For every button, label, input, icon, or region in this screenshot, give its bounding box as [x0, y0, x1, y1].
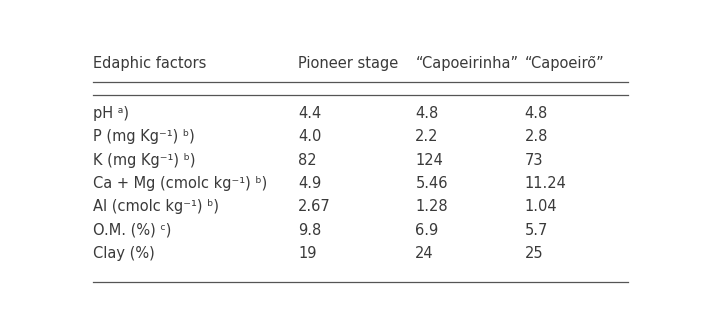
Text: 19: 19	[298, 246, 317, 261]
Text: 9.8: 9.8	[298, 223, 321, 238]
Text: 2.8: 2.8	[524, 129, 548, 144]
Text: “Capoeirinha”: “Capoeirinha”	[415, 56, 518, 71]
Text: 4.8: 4.8	[415, 106, 439, 121]
Text: 2.2: 2.2	[415, 129, 439, 144]
Text: 1.04: 1.04	[524, 199, 557, 214]
Text: 5.46: 5.46	[415, 176, 448, 191]
Text: 5.7: 5.7	[524, 223, 548, 238]
Text: 4.0: 4.0	[298, 129, 322, 144]
Text: P (mg Kg⁻¹) ᵇ): P (mg Kg⁻¹) ᵇ)	[94, 129, 195, 144]
Text: 124: 124	[415, 153, 444, 168]
Text: 4.9: 4.9	[298, 176, 321, 191]
Text: Edaphic factors: Edaphic factors	[94, 56, 207, 71]
Text: O.M. (%) ᶜ): O.M. (%) ᶜ)	[94, 223, 172, 238]
Text: 73: 73	[524, 153, 543, 168]
Text: 25: 25	[524, 246, 543, 261]
Text: Pioneer stage: Pioneer stage	[298, 56, 398, 71]
Text: 11.24: 11.24	[524, 176, 566, 191]
Text: Al (cmolc kg⁻¹) ᵇ): Al (cmolc kg⁻¹) ᵇ)	[94, 199, 220, 214]
Text: “Capoeirõ”: “Capoeirõ”	[524, 56, 604, 71]
Text: 1.28: 1.28	[415, 199, 448, 214]
Text: 6.9: 6.9	[415, 223, 439, 238]
Text: pH ᵃ): pH ᵃ)	[94, 106, 130, 121]
Text: Ca + Mg (cmolc kg⁻¹) ᵇ): Ca + Mg (cmolc kg⁻¹) ᵇ)	[94, 176, 268, 191]
Text: 24: 24	[415, 246, 434, 261]
Text: K (mg Kg⁻¹) ᵇ): K (mg Kg⁻¹) ᵇ)	[94, 153, 196, 168]
Text: 4.8: 4.8	[524, 106, 548, 121]
Text: 82: 82	[298, 153, 317, 168]
Text: Clay (%): Clay (%)	[94, 246, 155, 261]
Text: 4.4: 4.4	[298, 106, 321, 121]
Text: 2.67: 2.67	[298, 199, 331, 214]
